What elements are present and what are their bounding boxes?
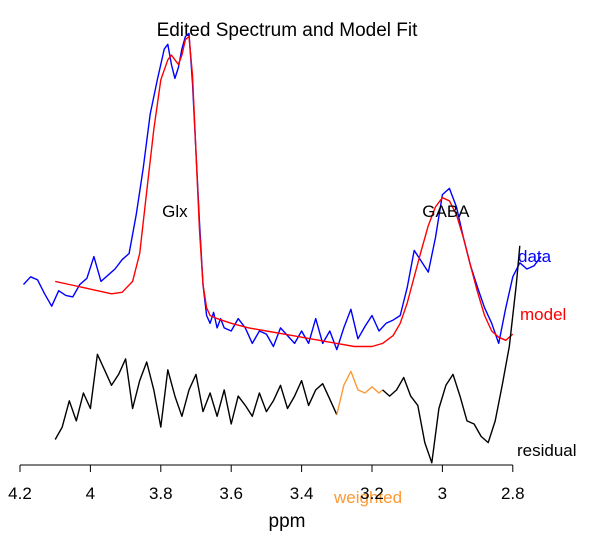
x-tick-label: 4.2: [8, 484, 32, 503]
x-tick-label: 3: [438, 484, 447, 503]
series-model-line: [55, 35, 514, 348]
series-layer: [22, 32, 542, 464]
annotation-gaba: GABA: [422, 202, 470, 221]
x-tick-label: 3.8: [149, 484, 173, 503]
series-data-line: [22, 32, 542, 351]
x-tick-label: 3.4: [290, 484, 314, 503]
legend-weighted-label: weighted: [333, 488, 402, 507]
x-tick-label: 3.6: [219, 484, 243, 503]
chart-title: Edited Spectrum and Model Fit: [157, 20, 419, 41]
legend-residual-label: residual: [517, 441, 577, 460]
x-axis-label: ppm: [269, 511, 306, 532]
series-weighted-line: [336, 370, 384, 415]
annotation-glx: Glx: [162, 202, 188, 221]
series-residual-line: [382, 245, 521, 464]
legend-data-label: data: [518, 247, 552, 266]
x-axis: 4.2 4 3.8 3.6 3.4 3.2 3 2.8: [8, 464, 525, 503]
x-tick-label: 4: [86, 484, 95, 503]
x-tick-label: 3.2: [360, 484, 384, 503]
x-tick-label: 2.8: [501, 484, 525, 503]
series-residual-line: [54, 353, 338, 440]
legend-model-label: model: [520, 305, 566, 324]
